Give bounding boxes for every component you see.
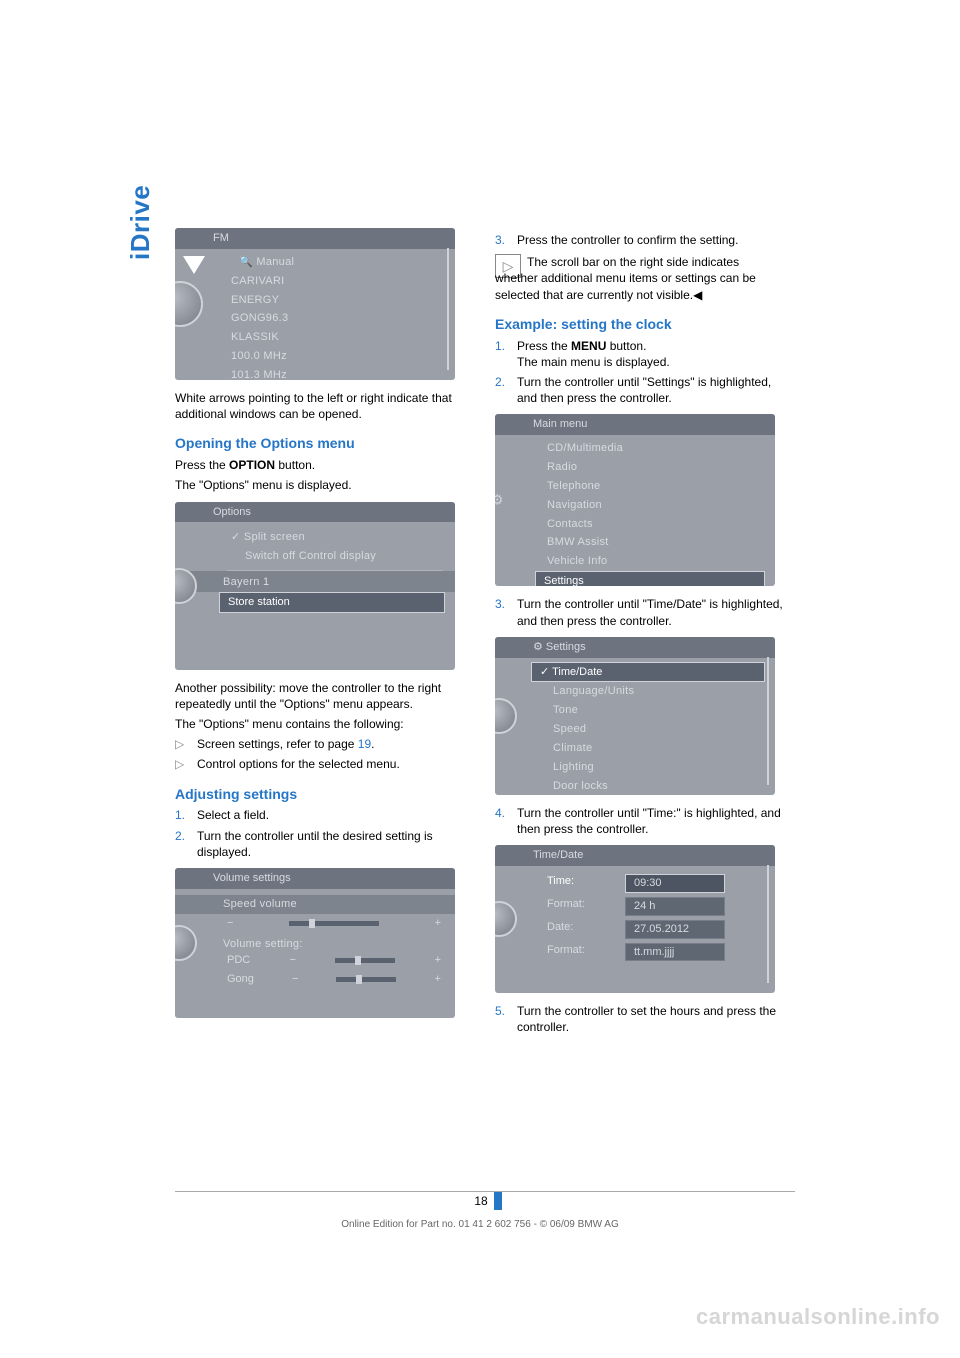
ss-item: Speed volume <box>175 895 455 914</box>
body-text: White arrows pointing to the left or rig… <box>175 390 465 422</box>
ss-item: Tone <box>495 701 775 720</box>
gear-icon: ⚙ <box>495 491 504 510</box>
list-item: 5.Turn the controller to set the hours a… <box>495 1003 785 1035</box>
left-column: FM 🔍 Manual CARIVARI ENERGY GONG96.3 KLA… <box>175 228 465 1040</box>
ss-item: Telephone <box>495 477 775 496</box>
page-link[interactable]: 19 <box>358 737 371 751</box>
ss-section-label: Bayern 1 <box>175 571 455 592</box>
body-text: Press the OPTION button. <box>175 457 465 473</box>
body-text: Another possibility: move the controller… <box>175 680 465 712</box>
ss-slider: −+ <box>175 914 455 933</box>
body-text: The "Options" menu is displayed. <box>175 477 465 493</box>
ss-item: 101.3 MHz <box>231 366 443 380</box>
ss-item: 100.0 MHz <box>231 347 443 366</box>
ss-row: Format:24 h <box>495 895 775 918</box>
ss-item: BMW Assist <box>495 533 775 552</box>
ss-item: Navigation <box>495 496 775 515</box>
step-list: 1.Select a field. 2.Turn the controller … <box>175 807 465 860</box>
screenshot-fm: FM 🔍 Manual CARIVARI ENERGY GONG96.3 KLA… <box>175 228 455 380</box>
scrollbar-icon <box>767 865 769 983</box>
ss-slider: Gong−+ <box>175 970 455 989</box>
screenshot-time-date: Time/Date Time:09:30 Format:24 h Date:27… <box>495 845 775 993</box>
ss-item: Contacts <box>495 515 775 534</box>
list-item: 1. Press the MENU button. The main menu … <box>495 338 785 370</box>
watermark: carmanualsonline.info <box>696 1304 940 1330</box>
arrow-down-icon <box>183 256 205 274</box>
step-list: 4.Turn the controller until "Time:" is h… <box>495 805 785 837</box>
step-list: 1. Press the MENU button. The main menu … <box>495 338 785 407</box>
ss-slider: PDC−+ <box>175 951 455 970</box>
heading: Adjusting settings <box>175 785 465 804</box>
scrollbar-icon <box>447 248 449 370</box>
list-item: ▷ Control options for the selected menu. <box>175 756 465 772</box>
step-list: 5.Turn the controller to set the hours a… <box>495 1003 785 1035</box>
page-number: 18 <box>175 1191 795 1210</box>
list-item: 1.Select a field. <box>175 807 465 823</box>
triangle-icon: ▷ <box>175 736 197 752</box>
heading: Opening the Options menu <box>175 434 465 453</box>
ss-item-highlighted: Settings <box>535 571 765 586</box>
ss-row: Date:27.05.2012 <box>495 918 775 941</box>
list-item: 2.Turn the controller until the desired … <box>175 828 465 860</box>
ss-item: GONG96.3 <box>231 309 443 328</box>
ss-item: Door locks <box>495 777 775 795</box>
ss-item: 🔍 Manual <box>231 253 443 272</box>
list-item: 2.Turn the controller until "Settings" i… <box>495 374 785 406</box>
ss-item-highlighted: Time/Date <box>531 662 765 683</box>
page-content: FM 🔍 Manual CARIVARI ENERGY GONG96.3 KLA… <box>0 0 960 1040</box>
ss-item-highlighted: Store station <box>219 592 445 613</box>
ss-item: CARIVARI <box>231 272 443 291</box>
ss-item: Switch off Control display <box>231 547 443 566</box>
ss-item: Language/Units <box>495 682 775 701</box>
ss-header: Time/Date <box>495 845 775 866</box>
ss-item: Climate <box>495 739 775 758</box>
heading: Example: setting the clock <box>495 315 785 334</box>
list-item: ▷ Screen settings, refer to page 19. <box>175 736 465 752</box>
body-text: The scroll bar on the right side indicat… <box>495 254 785 303</box>
screenshot-volume: Volume settings Speed volume −+ Volume s… <box>175 868 455 1018</box>
bullet-list: ▷ Screen settings, refer to page 19. ▷ C… <box>175 736 465 772</box>
ss-row: Time:09:30 <box>495 872 775 895</box>
section-label: iDrive <box>125 185 156 260</box>
ss-header: Options <box>175 502 455 523</box>
screenshot-main-menu: ⚙ Main menu CD/Multimedia Radio Telephon… <box>495 414 775 586</box>
ss-item: KLASSIK <box>231 328 443 347</box>
step-list: 3.Press the controller to confirm the se… <box>495 232 785 248</box>
body-text: The "Options" menu contains the followin… <box>175 716 465 732</box>
ss-item: Lighting <box>495 758 775 777</box>
list-item: 3.Turn the controller until "Time/Date" … <box>495 596 785 628</box>
ss-item: Radio <box>495 458 775 477</box>
ss-header: FM <box>175 228 455 249</box>
screenshot-settings: ⚙ Settings Time/Date Language/Units Tone… <box>495 637 775 795</box>
list-item: 4.Turn the controller until "Time:" is h… <box>495 805 785 837</box>
ss-row: Format:tt.mm.jjjj <box>495 941 775 964</box>
ss-header: Main menu <box>495 414 775 435</box>
ss-header: Volume settings <box>175 868 455 889</box>
screenshot-options: Options Split screen Switch off Control … <box>175 502 455 670</box>
scrollbar-icon <box>767 657 769 785</box>
ss-item: ENERGY <box>231 291 443 310</box>
ss-header: ⚙ Settings <box>495 637 775 658</box>
triangle-icon: ▷ <box>175 756 197 772</box>
footer-text: Online Edition for Part no. 01 41 2 602 … <box>0 1219 960 1230</box>
step-list: 3.Turn the controller until "Time/Date" … <box>495 596 785 628</box>
list-item: 3.Press the controller to confirm the se… <box>495 232 785 248</box>
ss-item: Split screen <box>231 528 443 547</box>
right-column: 3.Press the controller to confirm the se… <box>495 228 785 1040</box>
ss-item: CD/Multimedia <box>495 439 775 458</box>
ss-item: Vehicle Info <box>495 552 775 571</box>
ss-item: Volume setting: <box>175 933 455 952</box>
ss-item: Speed <box>495 720 775 739</box>
